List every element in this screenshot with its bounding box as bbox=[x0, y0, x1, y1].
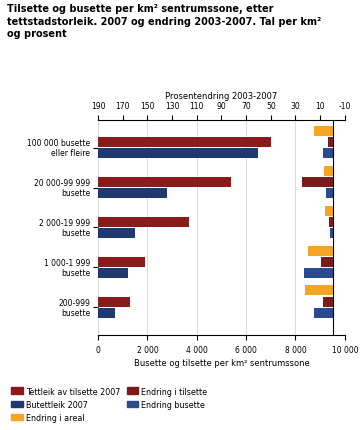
Bar bbox=[329, 217, 333, 227]
Bar bbox=[324, 166, 333, 176]
X-axis label: Prosentendring 2003-2007: Prosentendring 2003-2007 bbox=[165, 92, 278, 101]
Bar bbox=[98, 189, 167, 199]
X-axis label: Busette og tilsette per km² sentrumssone: Busette og tilsette per km² sentrumssone bbox=[134, 358, 309, 367]
Legend: Tettleik av tilsette 2007, Butettleik 2007, Endring i areal, Endring i tilsette,: Tettleik av tilsette 2007, Butettleik 20… bbox=[11, 387, 207, 422]
Bar bbox=[98, 297, 130, 307]
Bar bbox=[98, 138, 271, 147]
Bar bbox=[98, 308, 115, 318]
Bar bbox=[98, 228, 135, 239]
Bar bbox=[98, 149, 258, 159]
Bar bbox=[308, 246, 333, 256]
Bar bbox=[314, 126, 333, 137]
Bar bbox=[304, 268, 333, 278]
Text: Tilsette og busette per km² sentrumssone, etter
tettstadstorleik. 2007 og endrin: Tilsette og busette per km² sentrumssone… bbox=[7, 4, 322, 39]
Bar bbox=[323, 297, 333, 307]
Bar bbox=[302, 178, 333, 187]
Bar bbox=[330, 228, 333, 239]
Bar bbox=[98, 178, 231, 187]
Bar bbox=[325, 206, 333, 216]
Bar bbox=[321, 257, 333, 267]
Bar bbox=[326, 189, 333, 199]
Bar bbox=[98, 268, 128, 278]
Bar bbox=[327, 138, 333, 147]
Bar bbox=[323, 149, 333, 159]
Bar bbox=[305, 286, 333, 296]
Bar bbox=[314, 308, 333, 318]
Bar bbox=[98, 217, 189, 227]
Bar bbox=[98, 257, 145, 267]
